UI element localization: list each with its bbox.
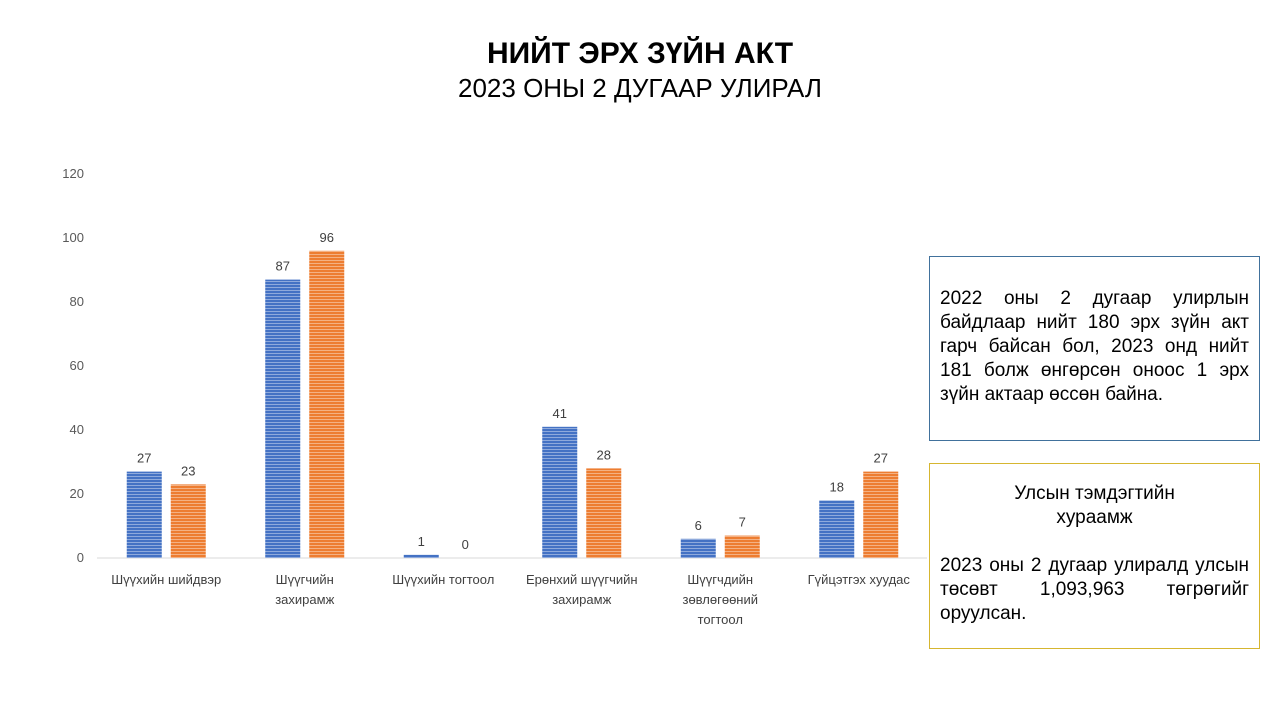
data-label-series1-cat2: 87 bbox=[276, 259, 290, 274]
bar-series1-cat6 bbox=[819, 500, 855, 558]
bars-group bbox=[126, 250, 899, 559]
bar-series2-cat5 bbox=[724, 535, 760, 558]
category-label-5-line-2: зөвлөгөөний bbox=[682, 592, 758, 607]
comparison-info-box: 2022 оны 2 дугаар улирлын байдлаар нийт … bbox=[929, 256, 1260, 441]
category-label-2-line-2: захирамж bbox=[275, 592, 334, 607]
y-tick-label-60: 60 bbox=[70, 358, 84, 373]
y-tick-label-20: 20 bbox=[70, 486, 84, 501]
bar-series1-cat4 bbox=[542, 426, 578, 558]
chart-title: НИЙТ ЭРХ ЗҮЙН АКТ bbox=[486, 37, 794, 70]
bar-chart: 0 20 40 60 80 100 120 27 23 87 96 1 0 41 28 6 7 18 27 Шүү… bbox=[62, 166, 927, 627]
y-tick-label-120: 120 bbox=[62, 166, 84, 181]
comparison-info-text: 2022 оны 2 дугаар улирлын байдлаар нийт … bbox=[940, 288, 1249, 405]
data-label-series2-cat1: 23 bbox=[181, 463, 195, 478]
category-label-4-line-2: захирамж bbox=[552, 592, 611, 607]
category-label-1-line-1: Шүүхийн шийдвэр bbox=[111, 572, 221, 587]
y-axis: 0 20 40 60 80 100 120 bbox=[62, 166, 84, 565]
state-fee-heading: Улсын тэмдэгтийн хураамж bbox=[1014, 483, 1175, 528]
data-label-series2-cat2: 96 bbox=[320, 230, 334, 245]
y-tick-label-100: 100 bbox=[62, 230, 84, 245]
y-tick-label-0: 0 bbox=[77, 550, 84, 565]
state-fee-box: Улсын тэмдэгтийн хураамж 2023 оны 2 дуга… bbox=[929, 463, 1260, 649]
bar-series2-cat2 bbox=[309, 250, 345, 559]
category-label-4-line-1: Ерөнхий шүүгчийн bbox=[526, 572, 638, 587]
category-label-6-line-1: Гүйцэтгэх хуудас bbox=[808, 572, 911, 587]
bar-series1-cat5 bbox=[680, 538, 716, 558]
bar-series2-cat6 bbox=[863, 471, 899, 558]
data-label-series2-cat5: 7 bbox=[739, 515, 746, 530]
bar-series2-cat4 bbox=[586, 468, 622, 558]
data-label-series1-cat4: 41 bbox=[553, 406, 567, 421]
data-label-series2-cat4: 28 bbox=[597, 447, 611, 462]
data-labels: 27 23 87 96 1 0 41 28 6 7 18 27 bbox=[137, 230, 888, 552]
data-label-series1-cat1: 27 bbox=[137, 451, 151, 466]
data-label-series2-cat6: 27 bbox=[874, 451, 888, 466]
category-labels: Шүүхийн шийдвэр Шүүгчийн захирамж Шүүхийн т… bbox=[111, 572, 910, 627]
state-fee-text: 2023 оны 2 дугаар улиралд улсын төсөвт 1… bbox=[940, 555, 1249, 624]
y-tick-label-80: 80 bbox=[70, 294, 84, 309]
category-label-3-line-1: Шүүхийн тогтоол bbox=[392, 572, 494, 587]
bar-series2-cat1 bbox=[170, 484, 206, 558]
category-label-5-line-1: Шүүгчдийн bbox=[687, 572, 753, 587]
data-label-series2-cat3: 0 bbox=[462, 537, 469, 552]
y-tick-label-40: 40 bbox=[70, 422, 84, 437]
bar-series1-cat1 bbox=[126, 471, 162, 558]
category-label-2-line-1: Шүүгчийн bbox=[276, 572, 334, 587]
data-label-series1-cat6: 18 bbox=[830, 479, 844, 494]
data-label-series1-cat5: 6 bbox=[695, 518, 702, 533]
bar-series1-cat3 bbox=[403, 554, 439, 558]
bar-series1-cat2 bbox=[265, 279, 301, 558]
category-label-5-line-3: тогтоол bbox=[698, 612, 743, 627]
data-label-series1-cat3: 1 bbox=[418, 534, 425, 549]
chart-subtitle: 2023 ОНЫ 2 ДУГААР УЛИРАЛ bbox=[458, 73, 822, 103]
